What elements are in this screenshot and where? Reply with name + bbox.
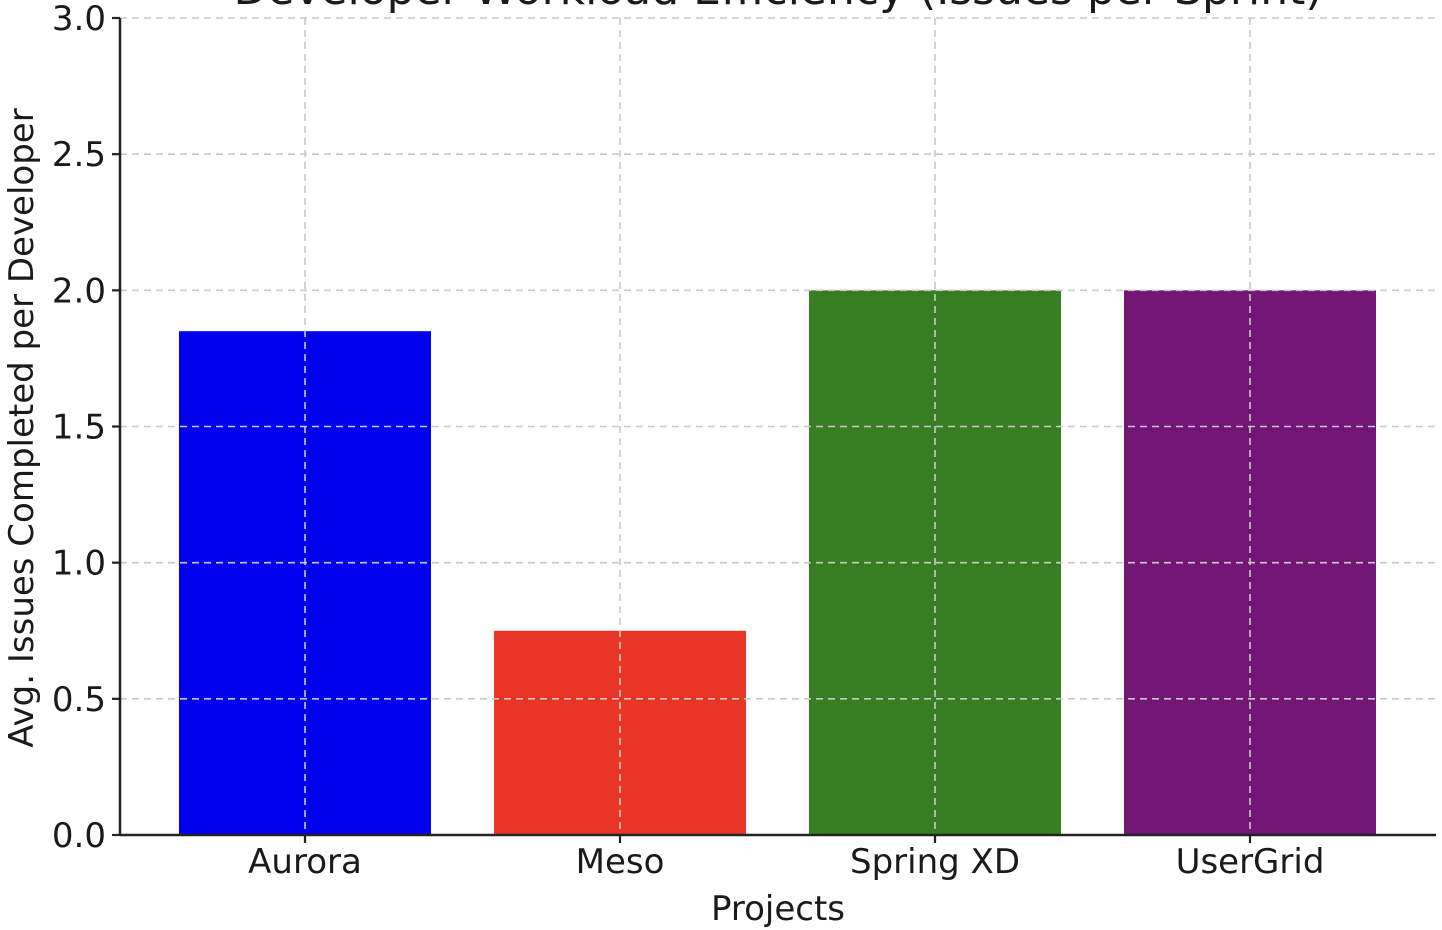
x-tick-label: Spring XD [850, 842, 1020, 882]
y-tick-label: 1.0 [52, 544, 106, 584]
chart-title: Developer Workload Efficiency (Issues pe… [233, 0, 1322, 15]
y-tick-label: 2.0 [52, 271, 106, 311]
y-tick-label: 2.5 [52, 135, 106, 175]
bars [179, 290, 1376, 835]
x-axis-label: Projects [711, 889, 845, 929]
grid-overlay [120, 17, 1436, 835]
y-tick-label: 0.5 [52, 680, 106, 720]
x-tick-label: Aurora [248, 842, 362, 882]
y-axis-label: Avg. Issues Completed per Developer [2, 108, 42, 747]
axes [112, 16, 1436, 843]
y-tick-label: 1.5 [52, 408, 106, 448]
y-tick-label: 3.0 [52, 0, 106, 39]
x-tick-label: UserGrid [1176, 842, 1325, 882]
y-tick-label: 0.0 [52, 816, 106, 856]
x-tick-label: Meso [576, 842, 665, 882]
tick-labels: 0.0 0.5 1.0 1.5 2.0 2.5 3.0 Aurora Meso Spring XD… [52, 0, 1325, 882]
